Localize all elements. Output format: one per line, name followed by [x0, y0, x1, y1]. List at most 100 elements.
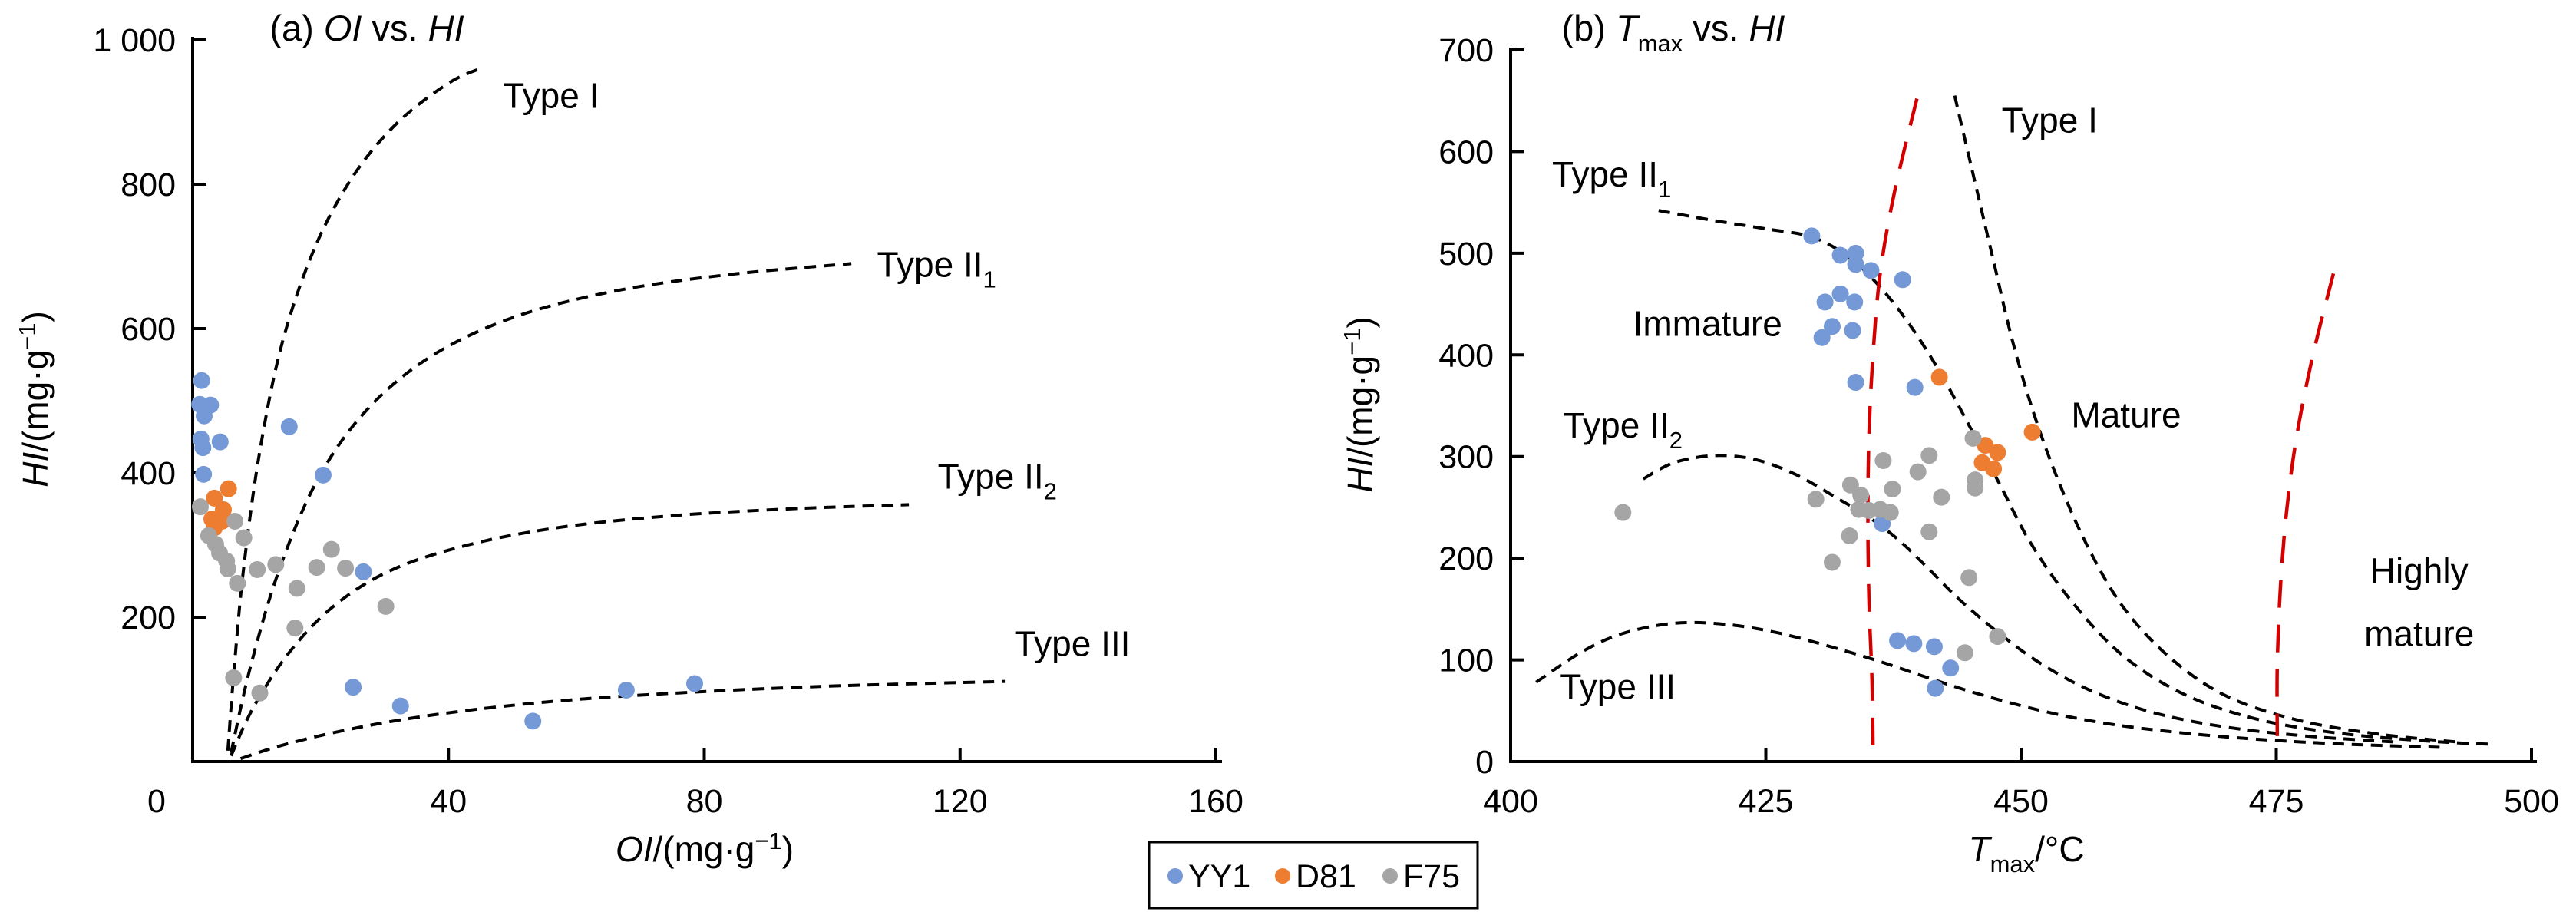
- y-tick-label: 200: [121, 600, 176, 636]
- data-point-yy1: [1862, 262, 1880, 279]
- y-tick-label: 100: [1438, 643, 1494, 679]
- y-tick-label: 600: [121, 311, 176, 348]
- legend-marker-d81: [1275, 868, 1290, 884]
- data-point-f75: [225, 669, 243, 686]
- legend-marker-yy1: [1167, 868, 1183, 884]
- curve-label-type-2-2: Type II2: [938, 457, 1057, 505]
- data-point-yy1: [1925, 638, 1943, 656]
- data-point-f75: [1933, 488, 1950, 506]
- data-point-yy1: [211, 433, 229, 451]
- data-point-f75: [1823, 553, 1841, 571]
- data-point-yy1: [194, 439, 212, 457]
- data-point-f75: [337, 560, 355, 577]
- data-point-f75: [308, 559, 325, 577]
- data-point-yy1: [1905, 635, 1923, 653]
- data-point-yy1: [195, 407, 213, 425]
- y-tick-label: 300: [1438, 439, 1494, 476]
- data-point-yy1: [617, 681, 635, 699]
- series-f75-a: [191, 498, 395, 702]
- panel-a: 0 40 80 120 160 200 400 600 800 1 000 (a) OI vs. H…: [14, 8, 1243, 869]
- data-point-yy1: [1927, 679, 1944, 697]
- panel-b-title: (b) Tmax vs. HI: [1562, 8, 1785, 57]
- data-point-yy1: [1847, 374, 1864, 392]
- legend: YY1 D81 F75: [1148, 841, 1479, 910]
- series-f75-b: [1614, 429, 2006, 662]
- x-tick-label: 80: [686, 783, 723, 820]
- series-yy1-b: [1803, 227, 1960, 697]
- y-tick-label: 1 000: [93, 22, 176, 59]
- data-point-f75: [226, 512, 243, 530]
- data-point-f75: [1967, 479, 1984, 497]
- curve-label-type-1: Type I: [503, 75, 599, 115]
- legend-label-d81: D81: [1296, 858, 1356, 895]
- data-point-f75: [219, 560, 236, 578]
- x-axis-title-b: Tmax/°C: [1968, 829, 2084, 877]
- y-tick-label: 400: [1438, 337, 1494, 374]
- data-point-f75: [1960, 569, 1978, 587]
- data-point-yy1: [1889, 632, 1907, 649]
- curve-label-type-2-2: Type II2: [1564, 405, 1683, 454]
- data-point-d81: [1977, 437, 1994, 454]
- x-tick-label: 400: [1483, 783, 1538, 820]
- data-point-f75: [1807, 491, 1825, 508]
- data-point-f75: [1852, 487, 1870, 504]
- y-tick-label: 600: [1438, 134, 1494, 170]
- y-tick-label: 700: [1438, 32, 1494, 69]
- data-point-yy1: [1894, 271, 1911, 289]
- curve-type-3: [1535, 620, 2440, 749]
- panel-b: 400 425 450 475 500 0 100 200 300 400 500 600 700 (b)…: [1339, 8, 2559, 877]
- zone-label-highly-mature: Highly mature: [2364, 550, 2474, 653]
- data-point-yy1: [524, 712, 542, 730]
- legend-box: [1148, 841, 1479, 910]
- data-point-f75: [288, 580, 305, 597]
- x-tick-label: 40: [430, 783, 467, 820]
- data-point-f75: [1841, 527, 1858, 545]
- x-tick-label: 160: [1188, 783, 1243, 820]
- curve-type-1: [226, 65, 484, 752]
- data-point-yy1: [1844, 322, 1861, 339]
- data-point-f75: [267, 556, 285, 573]
- curve-type-2-2: [230, 503, 910, 757]
- x-tick-label: 475: [2249, 783, 2304, 820]
- data-point-d81: [1930, 368, 1948, 386]
- data-point-f75: [229, 574, 246, 592]
- y-tick-label: 200: [1438, 540, 1494, 577]
- data-point-f75: [1874, 452, 1892, 470]
- zone-label-mature: Mature: [2071, 395, 2181, 435]
- series-yy1-a: [191, 372, 704, 730]
- data-point-f75: [1881, 504, 1899, 521]
- data-point-f75: [1614, 504, 1632, 521]
- y-axis-title-a: HI/(mg·g−1): [14, 311, 55, 487]
- curve-label-type-2-1: Type II1: [1552, 154, 1671, 203]
- data-point-f75: [286, 620, 304, 637]
- curve-type-3: [239, 679, 1006, 761]
- legend-label-yy1: YY1: [1188, 858, 1250, 895]
- data-point-d81: [220, 480, 237, 497]
- data-point-yy1: [1906, 378, 1924, 396]
- data-point-d81: [206, 489, 223, 507]
- data-point-f75: [1884, 481, 1901, 498]
- legend-label-f75: F75: [1403, 858, 1460, 895]
- y-tick-label: 0: [1475, 744, 1494, 781]
- legend-item-yy1: YY1: [1167, 858, 1250, 895]
- y-tick-label: 500: [1438, 236, 1494, 273]
- y-tick-label: 800: [121, 167, 176, 203]
- panel-a-title: (a) OI vs. HI: [269, 8, 464, 48]
- data-point-yy1: [314, 466, 332, 484]
- data-point-yy1: [195, 465, 213, 483]
- curve-type-2-2: [1642, 454, 2399, 744]
- x-axis-title-a: OI/(mg·g−1): [616, 828, 794, 869]
- x-tick-label: 500: [2504, 783, 2559, 820]
- zone-label-immature: Immature: [1633, 304, 1782, 344]
- x-tick-label: 450: [1993, 783, 2049, 820]
- data-point-f75: [322, 540, 340, 558]
- legend-item-d81: D81: [1275, 858, 1356, 895]
- data-point-d81: [2023, 423, 2041, 441]
- boundary-line-mature-highly-mature-boundary: [2275, 273, 2336, 736]
- data-point-f75: [249, 560, 266, 578]
- data-point-yy1: [391, 697, 409, 715]
- data-point-yy1: [686, 675, 704, 692]
- data-point-yy1: [1831, 246, 1849, 264]
- curve-label-type-3: Type III: [1015, 624, 1131, 664]
- data-point-f75: [235, 529, 253, 547]
